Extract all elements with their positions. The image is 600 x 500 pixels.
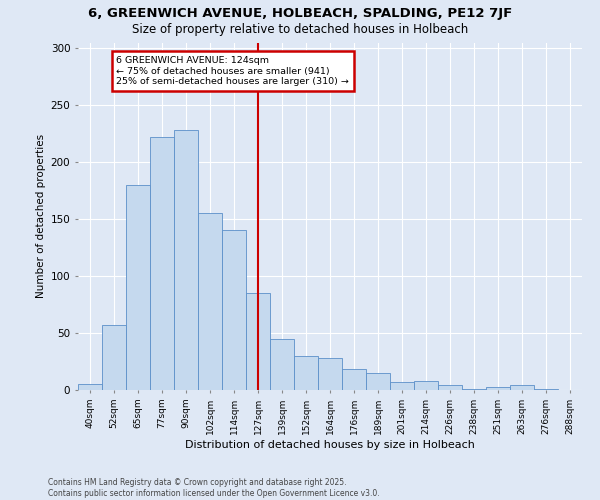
Bar	[438, 386, 462, 390]
Text: Size of property relative to detached houses in Holbeach: Size of property relative to detached ho…	[132, 22, 468, 36]
Bar	[126, 185, 150, 390]
Bar	[390, 382, 414, 390]
Bar	[222, 230, 246, 390]
Bar	[270, 338, 294, 390]
Text: 6, GREENWICH AVENUE, HOLBEACH, SPALDING, PE12 7JF: 6, GREENWICH AVENUE, HOLBEACH, SPALDING,…	[88, 8, 512, 20]
Bar	[150, 137, 174, 390]
Bar	[102, 325, 126, 390]
Bar	[462, 389, 486, 390]
Bar	[294, 356, 318, 390]
Bar	[486, 386, 510, 390]
Bar	[414, 381, 438, 390]
Bar	[366, 373, 390, 390]
X-axis label: Distribution of detached houses by size in Holbeach: Distribution of detached houses by size …	[185, 440, 475, 450]
Text: 6 GREENWICH AVENUE: 124sqm
← 75% of detached houses are smaller (941)
25% of sem: 6 GREENWICH AVENUE: 124sqm ← 75% of deta…	[116, 56, 349, 86]
Bar	[318, 358, 342, 390]
Bar	[198, 214, 222, 390]
Bar	[246, 293, 270, 390]
Y-axis label: Number of detached properties: Number of detached properties	[37, 134, 46, 298]
Text: Contains HM Land Registry data © Crown copyright and database right 2025.
Contai: Contains HM Land Registry data © Crown c…	[48, 478, 380, 498]
Bar	[78, 384, 102, 390]
Bar	[534, 389, 558, 390]
Bar	[510, 386, 534, 390]
Bar	[174, 130, 198, 390]
Bar	[342, 370, 366, 390]
